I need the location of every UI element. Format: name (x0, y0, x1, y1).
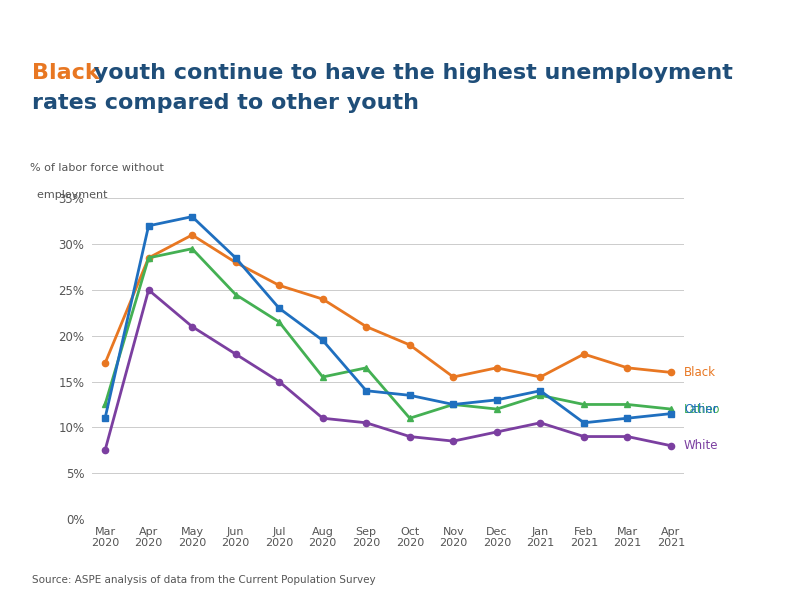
Text: % of labor force without: % of labor force without (30, 163, 164, 173)
Text: Black: Black (32, 63, 100, 83)
Text: employment: employment (30, 190, 107, 200)
Text: Other: Other (684, 403, 718, 416)
Text: Source: ASPE analysis of data from the Current Population Survey: Source: ASPE analysis of data from the C… (32, 575, 376, 585)
Text: youth continue to have the highest unemployment: youth continue to have the highest unemp… (86, 63, 733, 83)
Text: Black: Black (684, 366, 716, 379)
Text: 3: 3 (763, 13, 776, 31)
Text: Latino: Latino (684, 403, 721, 416)
Text: rates compared to other youth: rates compared to other youth (32, 93, 419, 113)
Text: White: White (684, 439, 718, 452)
